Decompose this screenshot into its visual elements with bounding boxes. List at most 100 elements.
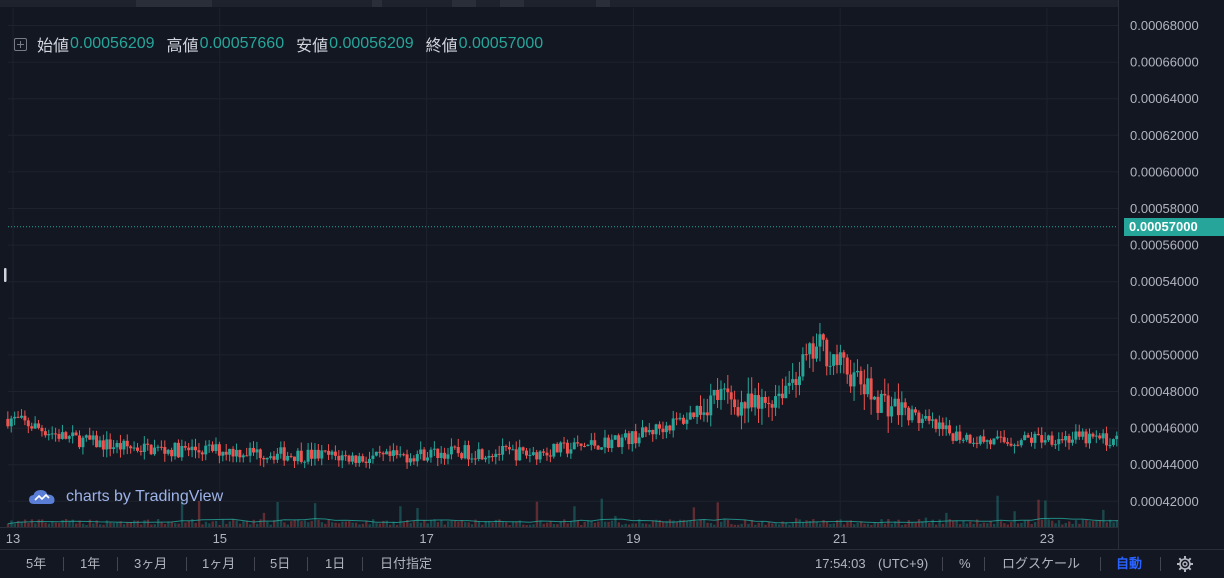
volume-bar bbox=[709, 522, 713, 527]
candle-body bbox=[1057, 439, 1061, 445]
candle-body bbox=[589, 440, 593, 445]
volume-bar bbox=[791, 522, 795, 527]
candle-body bbox=[337, 455, 341, 461]
volume-bar bbox=[20, 521, 23, 527]
volume-bar bbox=[842, 524, 846, 527]
candle-body bbox=[1105, 433, 1109, 446]
left-scroll-marker bbox=[4, 268, 7, 282]
candle-body bbox=[606, 437, 610, 449]
candle-body bbox=[746, 393, 750, 409]
candle-body bbox=[719, 388, 723, 400]
price-chart[interactable]: 0.00068000 0.00066000 0.00064000 0.00062000… bbox=[0, 0, 1224, 549]
price-tick-label: 0.00050000 bbox=[1130, 347, 1199, 362]
candle-body bbox=[306, 449, 310, 462]
toolbar-button[interactable] bbox=[500, 0, 524, 7]
candle-body bbox=[316, 449, 320, 459]
candle-body bbox=[146, 443, 150, 445]
candle-body bbox=[774, 396, 778, 408]
candle-body bbox=[282, 447, 286, 461]
volume-bar bbox=[1044, 500, 1047, 527]
candle-body bbox=[477, 449, 481, 460]
volume-bar bbox=[726, 519, 730, 527]
percent-scale-button[interactable]: % bbox=[959, 556, 971, 571]
candle-body bbox=[405, 454, 409, 463]
range-1y-button[interactable]: 1年 bbox=[80, 556, 101, 571]
candle-body bbox=[88, 435, 92, 440]
candle-body bbox=[535, 452, 539, 460]
candle-body bbox=[286, 455, 290, 461]
candle-body bbox=[838, 352, 842, 366]
volume-bar bbox=[484, 521, 487, 527]
volume-bar bbox=[440, 520, 443, 527]
candle-body bbox=[1040, 435, 1044, 443]
range-1d-button[interactable]: 1日 bbox=[325, 556, 346, 571]
volume-bar bbox=[150, 524, 153, 527]
candle-body bbox=[415, 454, 419, 462]
candle-body bbox=[258, 449, 262, 458]
volume-bar bbox=[600, 498, 603, 527]
volume-bar bbox=[30, 519, 34, 527]
candle-body bbox=[463, 445, 467, 459]
volume-bar bbox=[586, 520, 590, 527]
toolbar-button[interactable] bbox=[136, 0, 212, 7]
volume-bar bbox=[511, 521, 515, 527]
volume-bar bbox=[228, 521, 232, 527]
auto-scale-button[interactable]: 自動 bbox=[1116, 556, 1143, 571]
ohlc-legend: 始値 0.00056209 高値 0.00057660 安値 0.0005620… bbox=[14, 34, 555, 55]
date-range-button[interactable]: 日付指定 bbox=[380, 556, 433, 571]
volume-bar bbox=[337, 523, 341, 527]
volume-bar bbox=[549, 520, 552, 527]
candle-body bbox=[91, 435, 95, 440]
candle-body bbox=[272, 456, 276, 460]
toolbar-button[interactable] bbox=[372, 0, 382, 7]
volume-bar bbox=[719, 521, 723, 527]
candle-body bbox=[480, 449, 484, 460]
volume-bar bbox=[1013, 511, 1016, 527]
tradingview-watermark[interactable]: charts by TradingView bbox=[28, 488, 223, 506]
range-1m-button[interactable]: 1ヶ月 bbox=[202, 556, 236, 571]
candle-body bbox=[446, 454, 450, 459]
volume-bar bbox=[283, 522, 286, 527]
candle-body bbox=[436, 448, 440, 458]
candle-body bbox=[681, 417, 685, 424]
volume-bar bbox=[733, 524, 737, 527]
volume-bar bbox=[610, 520, 614, 527]
volume-bar bbox=[313, 503, 317, 527]
candle-body bbox=[1016, 444, 1020, 446]
volume-bar bbox=[1078, 523, 1081, 527]
toolbar-button[interactable] bbox=[596, 0, 610, 7]
volume-bar bbox=[982, 522, 986, 527]
volume-bar bbox=[262, 512, 266, 527]
candle-body bbox=[153, 447, 157, 455]
volume-bar bbox=[201, 524, 204, 527]
candle-body bbox=[757, 395, 761, 409]
candle-body bbox=[183, 445, 187, 448]
candle-body bbox=[794, 379, 798, 386]
time-tick-label: 13 bbox=[6, 531, 20, 546]
candle-body bbox=[303, 461, 307, 463]
candle-body bbox=[98, 440, 102, 448]
candle-body bbox=[640, 427, 644, 438]
price-axis-panel bbox=[1118, 0, 1224, 549]
candle-body bbox=[855, 370, 859, 373]
candle-body bbox=[668, 425, 672, 431]
volume-bar bbox=[975, 519, 979, 527]
log-scale-button[interactable]: ログスケール bbox=[1002, 556, 1081, 571]
volume-bar bbox=[37, 519, 40, 527]
candle-body bbox=[374, 451, 378, 456]
volume-bar bbox=[505, 522, 508, 527]
volume-bar bbox=[68, 521, 71, 527]
timezone-button[interactable]: (UTC+9) bbox=[878, 556, 929, 571]
volume-bar bbox=[634, 523, 638, 527]
volume-bar bbox=[1091, 520, 1095, 527]
candle-body bbox=[292, 456, 296, 462]
candle-body bbox=[1012, 444, 1016, 446]
toolbar-button[interactable] bbox=[452, 0, 476, 7]
candle-body bbox=[893, 398, 897, 407]
range-5d-button[interactable]: 5日 bbox=[270, 556, 291, 571]
range-5y-button[interactable]: 5年 bbox=[26, 556, 47, 571]
volume-bar bbox=[545, 522, 549, 527]
range-3m-button[interactable]: 3ヶ月 bbox=[134, 556, 168, 571]
gear-icon[interactable] bbox=[1176, 555, 1194, 573]
expand-icon[interactable] bbox=[14, 37, 27, 51]
